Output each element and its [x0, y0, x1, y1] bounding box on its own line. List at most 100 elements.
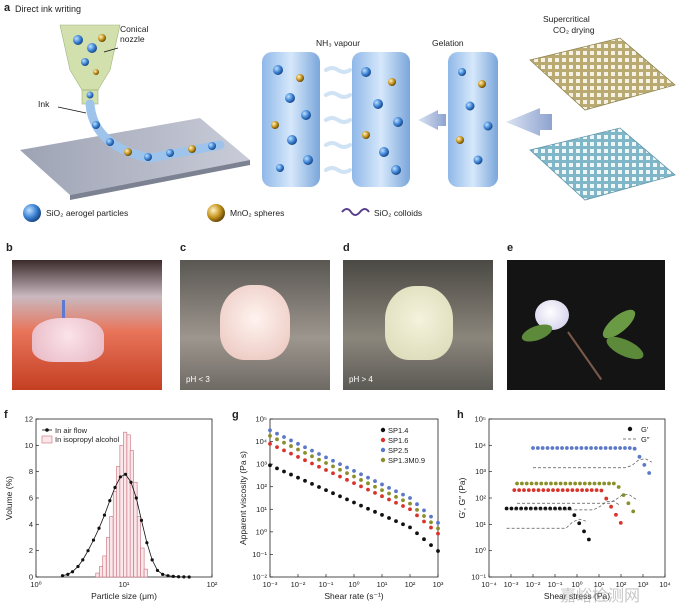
h-axes-frame	[488, 418, 666, 578]
panel-a-title: Direct ink writing	[15, 4, 82, 14]
h-gprime-point	[594, 446, 598, 450]
f-bar	[106, 537, 111, 578]
g-point-sp2-5	[408, 496, 412, 500]
g-y-tick-label: 10⁴	[255, 437, 267, 446]
g-point-sp2-5	[352, 469, 356, 473]
caption-ph-high: pH > 4	[349, 375, 373, 384]
h-x-tick-label: 10⁻²	[526, 580, 541, 589]
h-gprime-point	[642, 463, 647, 467]
h-gprime-point	[572, 513, 577, 518]
h-gprime-point	[603, 446, 608, 450]
h-gprime-point	[575, 488, 580, 492]
g-point-sp1-4	[366, 506, 370, 511]
photo-flower-leaves	[507, 260, 665, 390]
g-point-sp1-3m0-9	[303, 450, 307, 455]
nozzle-pointer	[103, 47, 119, 53]
h-gprime-point	[578, 481, 582, 486]
h-gprime-point	[560, 488, 565, 492]
g-point-sp2-5	[422, 508, 426, 513]
g-point-sp1-6	[345, 477, 349, 482]
lattice-mno2	[529, 37, 676, 111]
g-y-tick-label: 10⁻²	[252, 573, 267, 582]
g-point-sp1-3m0-9	[331, 464, 335, 469]
g-point-sp1-3m0-9	[268, 434, 272, 438]
h-gprime-point	[555, 446, 560, 450]
f-bar	[136, 516, 141, 578]
f-bar	[126, 434, 131, 578]
f-air-flow-point	[171, 574, 175, 578]
g-x-tick-label: 10⁻¹	[319, 580, 334, 589]
g-y-axis-label: Apparent viscosity (Pa s)	[238, 451, 248, 545]
g-legend-label: SP1.6	[388, 436, 408, 445]
h-gprime-point	[531, 446, 535, 450]
g-point-sp1-3m0-9	[296, 447, 300, 452]
g-point-sp1-3m0-9	[282, 440, 286, 445]
h-gprime-point	[515, 481, 519, 486]
cylinder-2	[352, 52, 410, 187]
g-point-sp1-6	[415, 513, 419, 518]
g-point-sp1-6	[366, 487, 370, 492]
h-gprime-point	[580, 488, 584, 492]
h-y-tick-label: 10⁵	[475, 415, 486, 424]
g-point-sp2-5	[387, 485, 391, 490]
g-point-sp2-5	[296, 441, 300, 446]
g-point-sp1-4	[275, 466, 279, 471]
h-gprime-point	[579, 446, 584, 450]
h-legend-gdoubleprime: G″	[641, 435, 650, 444]
g-point-sp1-4	[338, 494, 342, 499]
g-legend-marker	[380, 457, 386, 463]
h-gprime-point	[553, 481, 558, 486]
sio2-colloid-icon	[341, 208, 370, 216]
cylinder-3	[448, 52, 498, 187]
f-y-tick-label: 12	[25, 415, 33, 424]
g-point-sp1-3m0-9	[429, 520, 433, 525]
g-y-tick-label: 10⁻¹	[252, 550, 267, 559]
g-point-sp1-3m0-9	[380, 488, 384, 492]
g-point-sp2-5	[289, 438, 293, 443]
h-gprime-point	[555, 488, 560, 492]
f-air-flow-point	[123, 472, 128, 476]
f-x-axis-label: Particle size (μm)	[91, 591, 157, 601]
panel-b-label: b	[6, 242, 13, 254]
h-gprime-point	[531, 488, 536, 492]
h-gdoubleprime-line	[533, 458, 652, 469]
h-gprime-point	[512, 488, 517, 492]
f-air-flow-point	[108, 499, 112, 503]
g-point-sp2-5	[324, 455, 328, 460]
h-gprime-point	[519, 506, 524, 511]
h-gprime-point	[535, 446, 540, 450]
g-point-sp1-4	[289, 472, 293, 477]
g-point-sp1-3m0-9	[338, 467, 342, 472]
h-gprime-point	[526, 488, 531, 492]
h-gprime-point	[626, 501, 631, 506]
h-legend-gprime-marker	[627, 426, 633, 432]
g-point-sp1-4	[422, 537, 426, 542]
chart-modulus: 10⁻⁴ 10⁻³ 10⁻² 10⁻¹ 10⁰ 10¹ 10² 10³ 10⁴ 10⁻¹ 10⁰ 10…	[457, 415, 671, 602]
g-point-sp1-4	[380, 513, 384, 517]
f-air-flow-point	[155, 568, 160, 573]
panel-a-label: a	[4, 2, 11, 14]
g-x-axis-label: Shear rate (s⁻¹)	[324, 591, 383, 601]
f-y-tick-label: 8	[29, 467, 33, 476]
f-y-tick-label: 2	[29, 546, 33, 555]
ink-particles	[73, 34, 216, 161]
f-y-tick-label: 10	[25, 441, 33, 450]
h-gprime-point	[538, 506, 543, 511]
g-point-sp1-3m0-9	[373, 484, 377, 489]
h-gprime-point	[609, 504, 613, 509]
conical-nozzle	[59, 24, 121, 91]
panel-e-label: e	[507, 242, 514, 254]
h-gprime-point	[551, 488, 555, 492]
h-gprime-point	[587, 481, 592, 486]
h-gprime-point	[524, 481, 529, 486]
drying-arrow	[506, 108, 552, 136]
h-x-tick-label: 10⁻⁴	[481, 580, 497, 589]
h-gprime-point	[504, 506, 509, 511]
f-bar	[95, 572, 100, 578]
g-point-sp1-3m0-9	[394, 494, 398, 499]
h-gprime-point	[548, 506, 553, 511]
h-gprime-point	[623, 446, 627, 450]
g-y-tick-label: 10¹	[256, 505, 267, 514]
panel-g-label: g	[232, 409, 239, 421]
f-air-flow-point	[187, 575, 191, 579]
